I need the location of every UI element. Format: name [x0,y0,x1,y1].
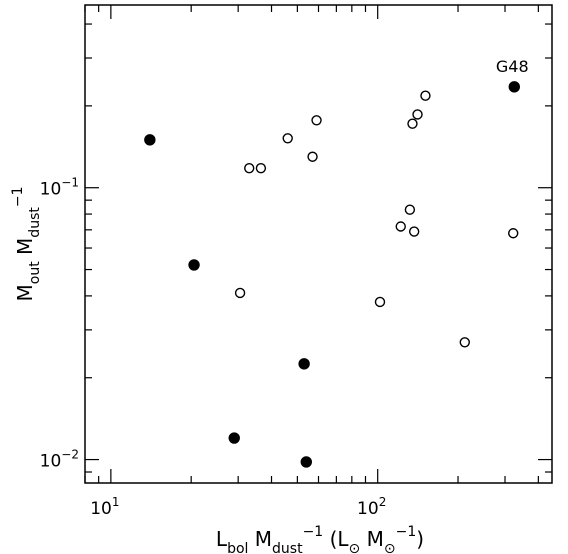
x-tick-label: 101 [90,495,119,519]
tick-labels: 101 102 10−1 10−2 [40,176,387,519]
open-point [307,151,318,162]
filled-point [508,81,520,93]
point-annotation: G48 [496,57,529,76]
y-axis-label: Mout Mdust−1 [10,186,43,301]
filled-point [188,259,200,271]
axis-ticks [84,5,552,483]
open-point [244,162,255,174]
open-point [311,115,322,126]
y-tick-label: 10−1 [40,176,79,200]
open-point [407,118,418,129]
x-tick-label: 102 [357,495,386,519]
open-point [412,109,423,120]
open-point [395,221,406,232]
open-point [404,204,416,215]
open-point [255,162,267,174]
open-point [408,226,420,237]
filled-point [298,358,310,370]
open-point [508,228,519,239]
data-points [144,81,520,468]
y-tick-label: 10−2 [40,448,79,472]
open-point [234,287,246,299]
open-point [282,133,293,144]
filled-point [228,432,240,444]
filled-point [300,456,312,468]
open-point [420,90,431,101]
plot-frame [84,4,553,484]
annotations: G48 [496,57,529,76]
open-point [374,296,386,308]
open-point [459,337,470,348]
x-axis-label: Lbol Mdust−1 (L⊙ M⊙−1) [216,524,424,554]
filled-point [144,134,156,146]
